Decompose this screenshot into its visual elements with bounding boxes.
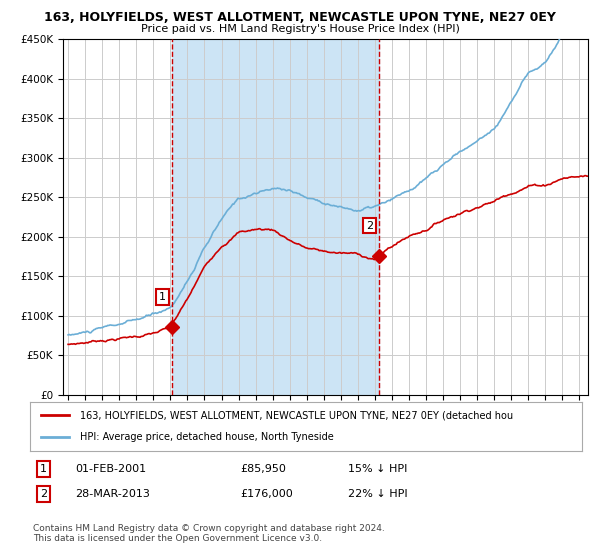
Text: 1: 1 [159, 292, 166, 302]
Text: 163, HOLYFIELDS, WEST ALLOTMENT, NEWCASTLE UPON TYNE, NE27 0EY (detached hou: 163, HOLYFIELDS, WEST ALLOTMENT, NEWCAST… [80, 410, 513, 421]
Text: £85,950: £85,950 [240, 464, 286, 474]
Bar [172, 39, 379, 395]
Text: 01-FEB-2001: 01-FEB-2001 [75, 464, 146, 474]
Text: 28-MAR-2013: 28-MAR-2013 [75, 489, 150, 499]
Text: 15% ↓ HPI: 15% ↓ HPI [348, 464, 407, 474]
Text: 2: 2 [366, 221, 373, 231]
Text: Contains HM Land Registry data © Crown copyright and database right 2024.
This d: Contains HM Land Registry data © Crown c… [33, 524, 385, 543]
Text: 2: 2 [40, 489, 47, 499]
Text: Price paid vs. HM Land Registry's House Price Index (HPI): Price paid vs. HM Land Registry's House … [140, 24, 460, 34]
Text: 163, HOLYFIELDS, WEST ALLOTMENT, NEWCASTLE UPON TYNE, NE27 0EY: 163, HOLYFIELDS, WEST ALLOTMENT, NEWCAST… [44, 11, 556, 24]
Text: 22% ↓ HPI: 22% ↓ HPI [348, 489, 407, 499]
Text: £176,000: £176,000 [240, 489, 293, 499]
Text: HPI: Average price, detached house, North Tyneside: HPI: Average price, detached house, Nort… [80, 432, 334, 442]
Text: 1: 1 [40, 464, 47, 474]
